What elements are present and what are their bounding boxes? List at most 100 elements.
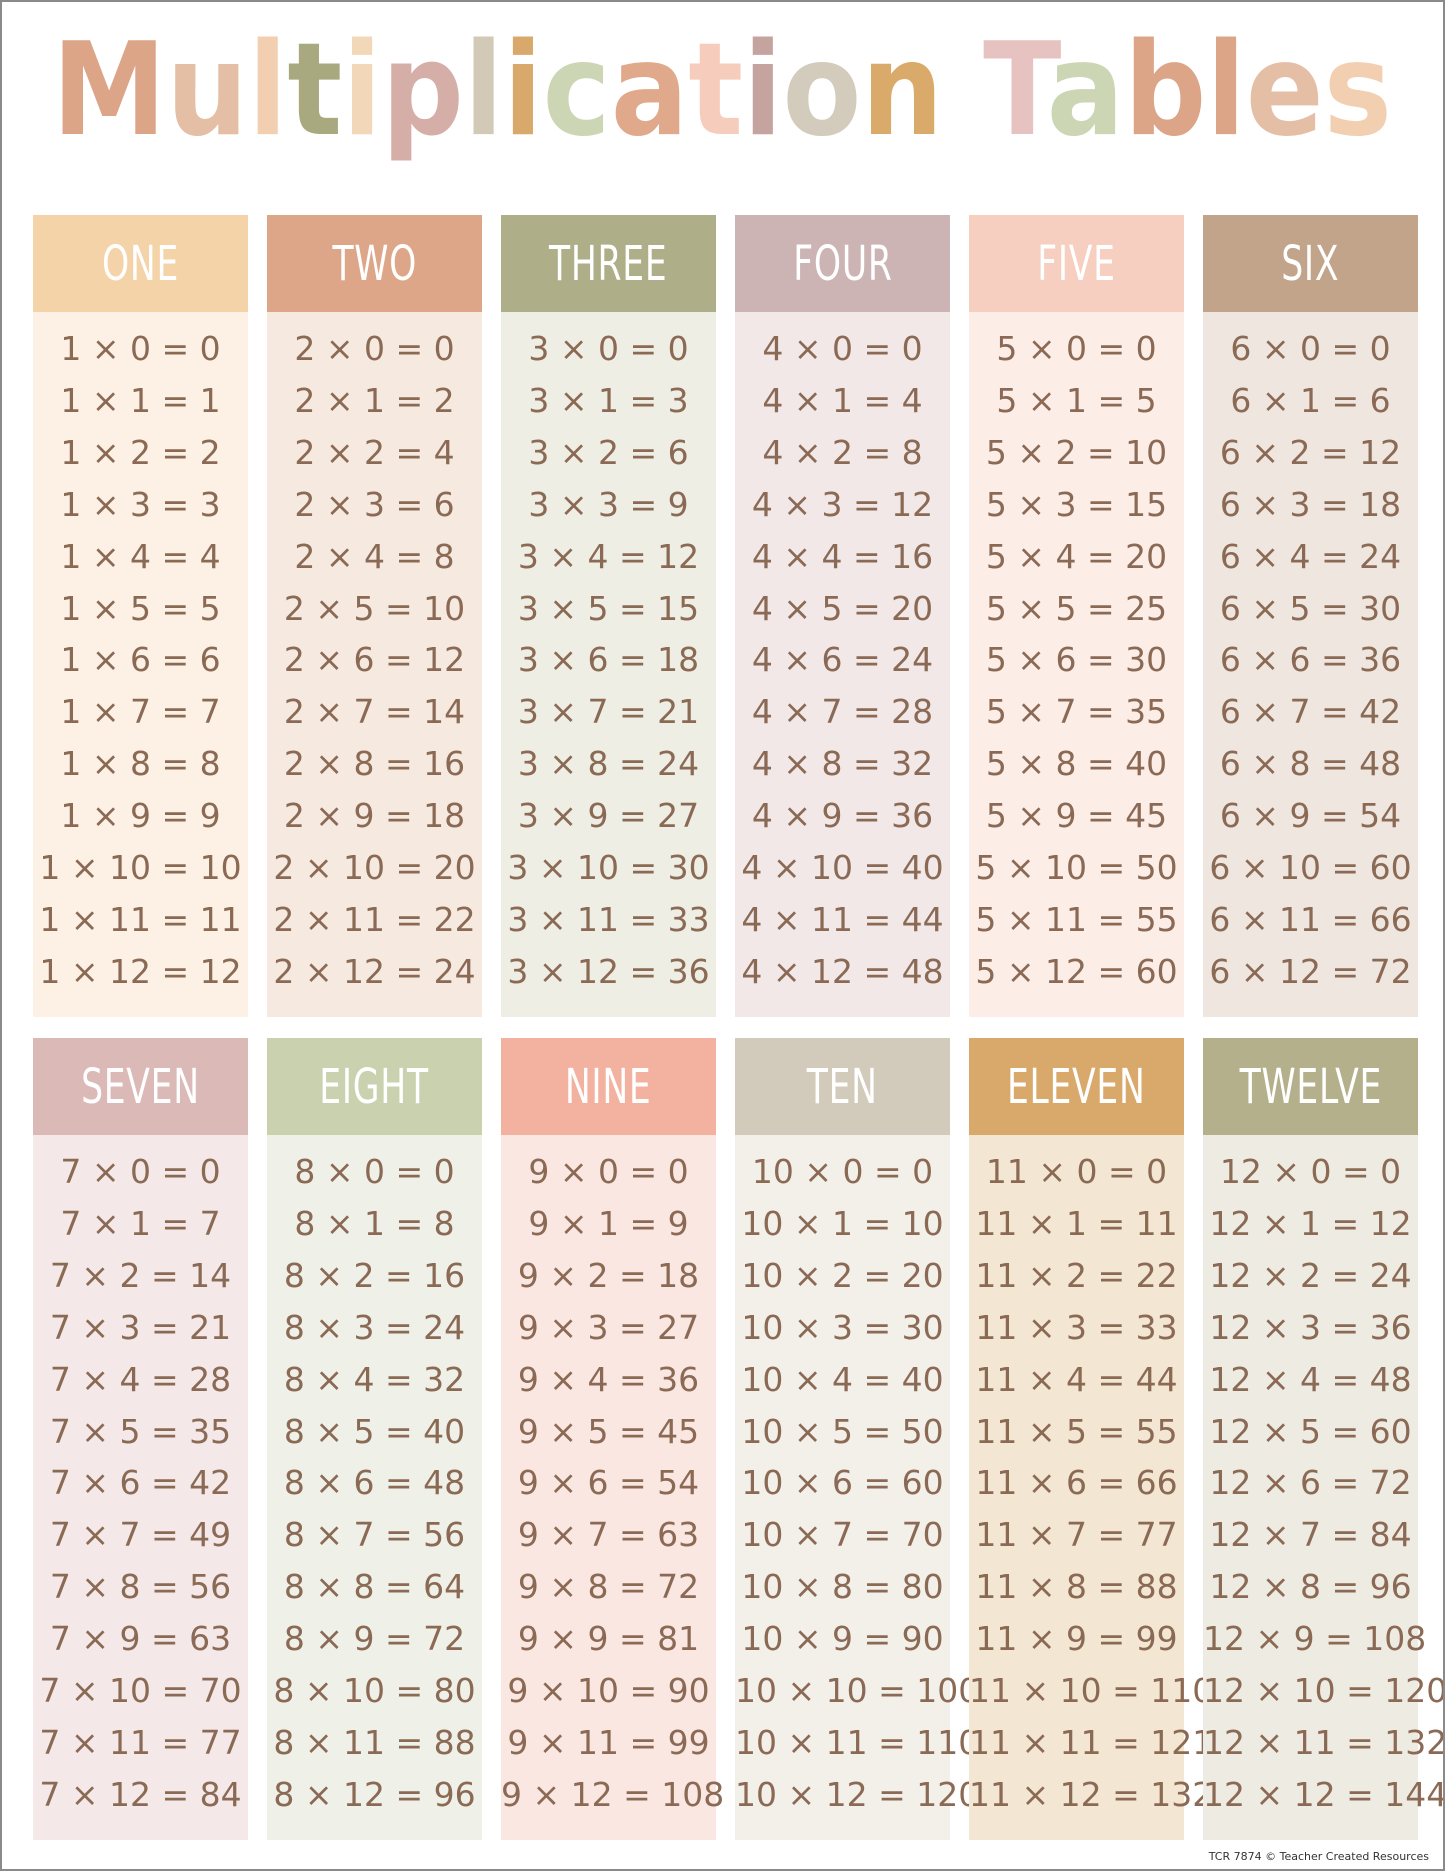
- table-row: 9 × 0 = 0: [528, 1152, 689, 1191]
- table-row: 11 × 8 = 88: [975, 1567, 1178, 1607]
- table-row: 12 × 10 = 120: [1203, 1671, 1445, 1710]
- table-row: 4 × 10 = 40: [741, 848, 944, 887]
- table-row: 11 × 6 = 66: [975, 1463, 1178, 1503]
- table-row: 2 × 2 = 4: [294, 432, 455, 472]
- table-row: 9 × 3 = 27: [517, 1307, 700, 1347]
- table-row: 7 × 9 = 63: [49, 1619, 232, 1659]
- table-row: 7 × 2 = 14: [49, 1255, 232, 1295]
- title-letter: s: [1324, 22, 1392, 165]
- table-row: 10 × 7 = 70: [741, 1515, 944, 1555]
- table-row: 3 × 4 = 12: [517, 536, 700, 576]
- table-row: 6 × 11 = 66: [1209, 899, 1412, 939]
- table-column: EIGHT 8 × 0 = 0 8 × 1 = 8 8 × 2 = 16 8 × 3 =…: [267, 1038, 482, 1840]
- table-row: 8 × 1 = 8: [294, 1203, 455, 1243]
- table-row: 12 × 7 = 84: [1209, 1515, 1412, 1555]
- table-row: 11 × 5 = 55: [975, 1411, 1178, 1451]
- table-row: 3 × 6 = 18: [517, 640, 700, 680]
- title-letter: n: [861, 22, 943, 165]
- title-letter: i: [342, 22, 381, 165]
- table-name: ONE: [101, 235, 180, 292]
- table-row: 4 × 6 = 24: [751, 640, 934, 680]
- table-row: 7 × 3 = 21: [49, 1307, 232, 1347]
- table-row: 7 × 11 = 77: [39, 1722, 242, 1762]
- table-row: 5 × 10 = 50: [975, 848, 1178, 887]
- table-row: 8 × 3 = 24: [283, 1307, 466, 1347]
- table-row: 2 × 8 = 16: [283, 744, 466, 784]
- table-name: FIVE: [1037, 235, 1116, 292]
- table-row: 1 × 6 = 6: [60, 640, 221, 680]
- table-row: 2 × 10 = 20: [273, 848, 476, 887]
- table-row: 2 × 4 = 8: [294, 536, 455, 576]
- table-name: FOUR: [792, 235, 893, 292]
- table-row: 4 × 12 = 48: [741, 951, 944, 991]
- table-name: TWO: [332, 235, 417, 292]
- table-name: THREE: [549, 235, 668, 292]
- table-row: 3 × 1 = 3: [528, 380, 689, 420]
- table-row: 5 × 0 = 0: [996, 329, 1157, 368]
- title-letter: i: [503, 22, 542, 165]
- table-row: 6 × 7 = 42: [1219, 692, 1402, 732]
- table-row: 8 × 11 = 88: [273, 1722, 476, 1762]
- table-row: 11 × 4 = 44: [975, 1359, 1178, 1399]
- table-row: 10 × 12 = 120: [735, 1774, 980, 1814]
- table-row: 5 × 3 = 15: [985, 484, 1168, 524]
- table-row: 6 × 1 = 6: [1230, 380, 1391, 420]
- table-row: 6 × 8 = 48: [1219, 744, 1402, 784]
- table-row: 4 × 2 = 8: [762, 432, 923, 472]
- table-row: 7 × 5 = 35: [49, 1411, 232, 1451]
- table-name: TEN: [807, 1058, 878, 1115]
- table-row: 11 × 7 = 77: [975, 1515, 1178, 1555]
- table-row: 1 × 5 = 5: [60, 588, 221, 628]
- table-row: 1 × 1 = 1: [60, 380, 221, 420]
- table-row: 8 × 2 = 16: [283, 1255, 466, 1295]
- table-row: 5 × 7 = 35: [985, 692, 1168, 732]
- table-row: 12 × 3 = 36: [1209, 1307, 1412, 1347]
- table-row: 10 × 3 = 30: [741, 1307, 944, 1347]
- table-row: 8 × 0 = 0: [294, 1152, 455, 1191]
- table-row: 8 × 10 = 80: [273, 1671, 476, 1710]
- table-row: 7 × 8 = 56: [49, 1567, 232, 1607]
- table-row: 3 × 2 = 6: [528, 432, 689, 472]
- table-body: 8 × 0 = 0 8 × 1 = 8 8 × 2 = 16 8 × 3 = 24 8 …: [267, 1135, 482, 1840]
- table-column: TWELVE 12 × 0 = 0 12 × 1 = 12 12 × 2 = 24 12…: [1203, 1038, 1445, 1840]
- table-row: 4 × 1 = 4: [762, 380, 923, 420]
- table-column: NINE 9 × 0 = 0 9 × 1 = 9 9 × 2 = 18 9 × 3 = …: [501, 1038, 725, 1840]
- table-row: 4 × 0 = 0: [762, 329, 923, 368]
- table-row: 1 × 10 = 10: [39, 848, 242, 887]
- table-column: FOUR 4 × 0 = 0 4 × 1 = 4 4 × 2 = 8 4 × 3 = 1…: [735, 215, 950, 1017]
- table-row: 9 × 12 = 108: [501, 1774, 725, 1814]
- table-row: 9 × 11 = 99: [507, 1722, 710, 1762]
- table-body: 1 × 0 = 0 1 × 1 = 1 1 × 2 = 2 1 × 3 = 3 1 × …: [33, 312, 248, 1017]
- table-row: 3 × 10 = 30: [507, 848, 710, 887]
- table-header: ONE: [33, 215, 248, 312]
- table-row: 11 × 2 = 22: [975, 1255, 1178, 1295]
- table-row: 7 × 6 = 42: [49, 1463, 232, 1503]
- table-row: 10 × 1 = 10: [741, 1203, 944, 1243]
- table-header: ELEVEN: [969, 1038, 1184, 1135]
- table-row: 3 × 3 = 9: [528, 484, 689, 524]
- table-row: 5 × 1 = 5: [996, 380, 1157, 420]
- table-row: 4 × 5 = 20: [751, 588, 934, 628]
- table-header: TWELVE: [1203, 1038, 1418, 1135]
- table-row: 2 × 7 = 14: [283, 692, 466, 732]
- table-header: FIVE: [969, 215, 1184, 312]
- table-row: 7 × 4 = 28: [49, 1359, 232, 1399]
- table-header: SIX: [1203, 215, 1418, 312]
- table-row: 1 × 3 = 3: [60, 484, 221, 524]
- table-row: 7 × 1 = 7: [60, 1203, 221, 1243]
- table-row: 12 × 9 = 108: [1203, 1619, 1427, 1659]
- table-row: 11 × 11 = 121: [969, 1722, 1214, 1762]
- table-body: 9 × 0 = 0 9 × 1 = 9 9 × 2 = 18 9 × 3 = 27 9 …: [501, 1135, 725, 1840]
- table-row: 8 × 7 = 56: [283, 1515, 466, 1555]
- table-row: 6 × 4 = 24: [1219, 536, 1402, 576]
- table-header: TWO: [267, 215, 482, 312]
- table-header: FOUR: [735, 215, 950, 312]
- table-row: 6 × 10 = 60: [1209, 848, 1412, 887]
- table-row: 7 × 10 = 70: [39, 1671, 242, 1710]
- title-letter: t: [287, 22, 342, 165]
- table-row: 7 × 7 = 49: [49, 1515, 232, 1555]
- footer: TCR 7874 © Teacher Created Resources: [1208, 1850, 1429, 1863]
